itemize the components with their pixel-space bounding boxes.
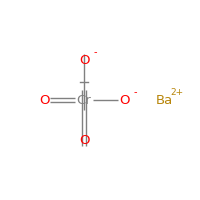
Text: 2+: 2+ xyxy=(171,88,184,97)
Text: O: O xyxy=(79,134,89,146)
Text: Cr: Cr xyxy=(77,94,91,106)
Text: -: - xyxy=(134,87,137,97)
Text: -: - xyxy=(94,47,97,57)
Text: O: O xyxy=(119,94,129,106)
Text: O: O xyxy=(79,53,89,66)
Text: O: O xyxy=(39,94,49,106)
Text: Ba: Ba xyxy=(156,94,173,106)
